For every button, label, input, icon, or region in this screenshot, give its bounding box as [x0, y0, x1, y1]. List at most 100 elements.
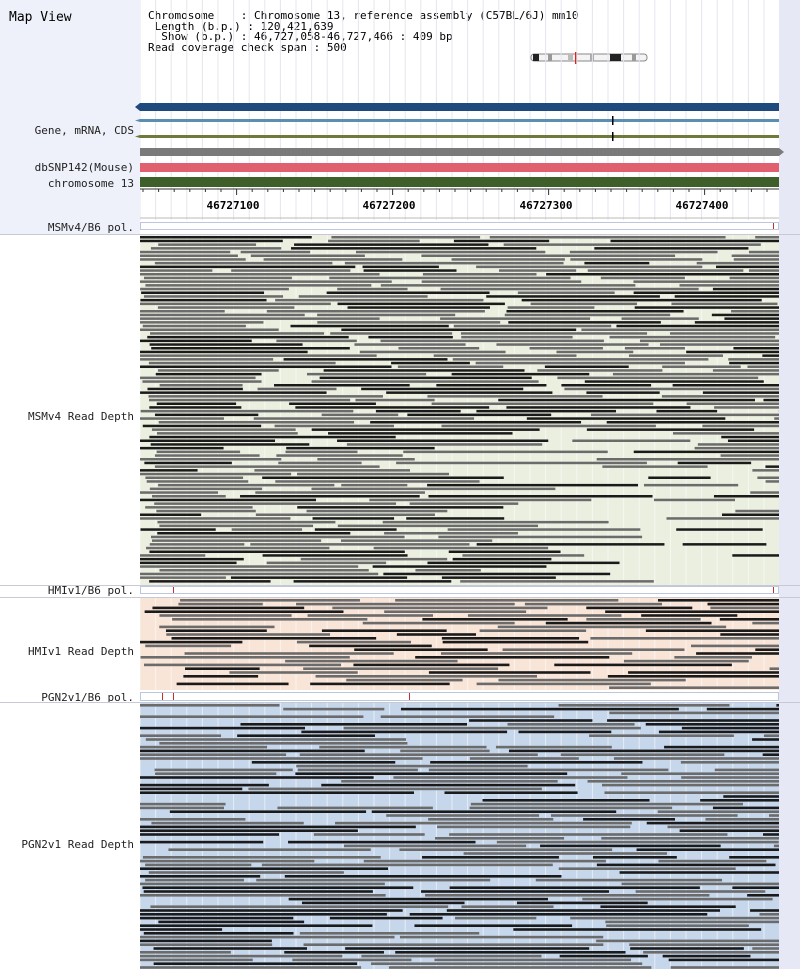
- read: [321, 783, 576, 787]
- read: [592, 856, 677, 859]
- chromosome-bar[interactable]: [140, 177, 779, 187]
- pgn-pol-bar[interactable]: [140, 692, 779, 701]
- read: [370, 421, 582, 424]
- read: [732, 554, 779, 557]
- read: [140, 726, 305, 730]
- chromosome-value: Chromosome 13, reference assembly (C57BL…: [253, 9, 579, 22]
- read: [584, 261, 650, 265]
- read: [507, 723, 635, 726]
- msm-pol-bar[interactable]: [140, 222, 779, 230]
- read: [337, 287, 408, 291]
- read: [517, 291, 615, 294]
- read: [752, 738, 779, 741]
- read: [677, 461, 752, 465]
- read: [248, 787, 542, 791]
- read: [449, 886, 700, 889]
- read: [180, 599, 360, 602]
- read: [169, 810, 367, 813]
- read: [712, 369, 779, 372]
- read: [702, 424, 779, 428]
- ideogram-band: [590, 54, 594, 61]
- read: [159, 614, 292, 617]
- read: [506, 310, 684, 313]
- read: [274, 384, 410, 387]
- read: [409, 502, 519, 505]
- read: [150, 905, 449, 908]
- read: [140, 513, 202, 516]
- read: [140, 954, 343, 958]
- dbsnp-bar[interactable]: [140, 163, 779, 172]
- read: [306, 509, 448, 513]
- read: [422, 856, 559, 859]
- read: [231, 269, 351, 272]
- read: [560, 753, 725, 756]
- read: [140, 572, 379, 576]
- gene-gray-bar: [140, 148, 784, 156]
- read: [762, 753, 779, 756]
- read: [691, 644, 779, 648]
- read: [561, 384, 652, 387]
- coverage-value: 500: [326, 40, 347, 54]
- read: [431, 402, 654, 405]
- read: [294, 243, 489, 246]
- read: [140, 867, 389, 870]
- read: [714, 768, 779, 772]
- read: [229, 671, 358, 674]
- read: [362, 621, 515, 625]
- read: [681, 726, 779, 730]
- read: [344, 261, 564, 265]
- read: [582, 897, 773, 901]
- read: [610, 239, 779, 243]
- read: [750, 909, 779, 912]
- read: [231, 528, 303, 531]
- read: [313, 833, 425, 836]
- read: [731, 254, 779, 257]
- read: [558, 704, 730, 707]
- read: [441, 652, 633, 655]
- read: [447, 528, 641, 531]
- read: [589, 734, 734, 737]
- read: [639, 339, 779, 343]
- read: [158, 483, 335, 487]
- chromosome-ideogram[interactable]: [528, 52, 652, 64]
- hmi-depth-panel[interactable]: [140, 598, 779, 690]
- read: [140, 833, 280, 836]
- pgn-depth-panel[interactable]: [140, 703, 779, 969]
- read: [253, 417, 475, 420]
- read: [590, 637, 779, 640]
- read: [681, 776, 779, 779]
- msm-depth-panel[interactable]: [140, 235, 779, 585]
- read: [144, 610, 344, 613]
- read: [330, 332, 453, 335]
- read: [140, 310, 225, 313]
- read: [602, 465, 708, 468]
- read: [467, 614, 622, 617]
- read: [359, 350, 506, 354]
- read: [329, 916, 443, 920]
- gene-track[interactable]: [134, 100, 784, 160]
- read: [516, 901, 648, 905]
- read: [340, 539, 493, 542]
- read: [275, 480, 480, 483]
- read: [145, 863, 252, 867]
- read: [605, 920, 779, 924]
- read: [672, 432, 779, 435]
- right-scroll-strip[interactable]: [779, 0, 800, 969]
- read: [526, 417, 726, 420]
- read: [140, 376, 256, 380]
- read: [469, 757, 579, 760]
- read: [421, 254, 676, 257]
- read: [606, 421, 779, 424]
- read: [636, 848, 779, 851]
- read: [149, 398, 351, 402]
- track-label-msm-pol: MSMv4/B6 pol.: [47, 221, 134, 234]
- separator: [0, 702, 800, 703]
- hmi-pol-bar[interactable]: [140, 586, 779, 594]
- read: [140, 640, 243, 644]
- read: [623, 659, 749, 663]
- ideogram-position-marker: [575, 52, 577, 64]
- read: [630, 947, 744, 950]
- read: [140, 859, 315, 863]
- read: [361, 387, 524, 391]
- read: [461, 335, 573, 339]
